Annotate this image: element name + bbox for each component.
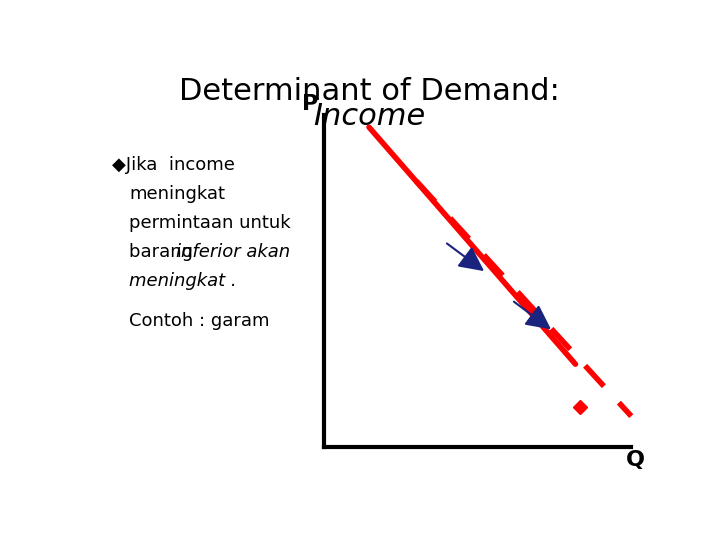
Text: P: P (302, 94, 318, 114)
Text: inferior akan: inferior akan (176, 243, 291, 261)
Text: barang: barang (129, 243, 199, 261)
Text: Contoh : garam: Contoh : garam (129, 312, 269, 329)
Text: Income: Income (313, 102, 425, 131)
Text: Q: Q (626, 450, 645, 470)
Text: meningkat: meningkat (129, 185, 225, 202)
Text: meningkat .: meningkat . (129, 272, 237, 290)
Text: Determinant of Demand:: Determinant of Demand: (179, 77, 559, 106)
Text: permintaan untuk: permintaan untuk (129, 214, 291, 232)
Text: ◆Jika  income: ◆Jika income (112, 156, 235, 173)
